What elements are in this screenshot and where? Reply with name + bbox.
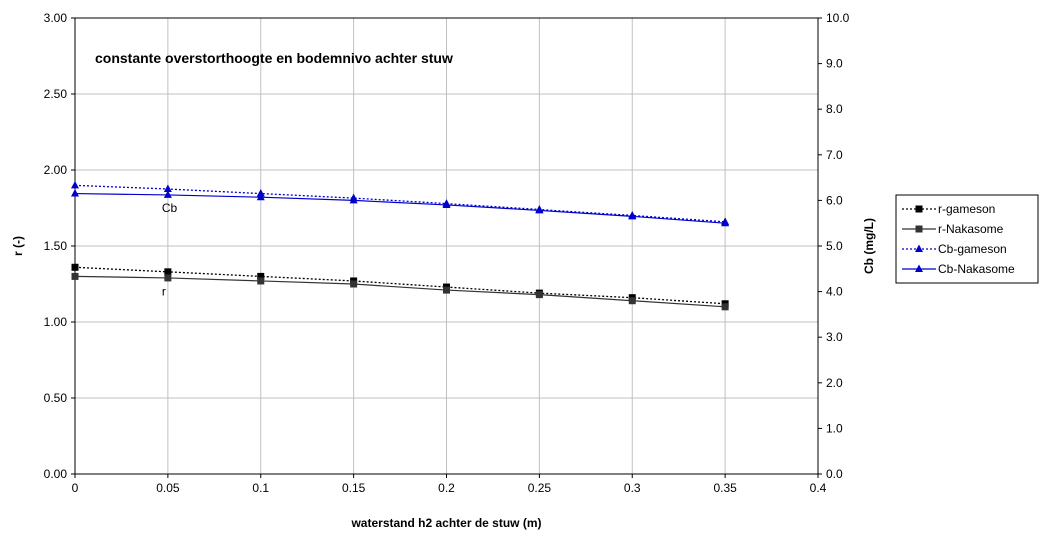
data-point-r-gameson (71, 263, 79, 271)
data-point-r-gameson (164, 268, 172, 276)
legend: r-gameson r-Nakasome Cb-gameson Cb-Nakasome (895, 194, 1039, 284)
y2-tick-label: 1.0 (826, 421, 843, 435)
legend-item-r-gameson: r-gameson (902, 202, 995, 216)
data-point-cb-nakasome (349, 195, 358, 204)
series-line-r-gameson (74, 266, 726, 305)
annotation-cb: Cb (162, 201, 178, 215)
series-line-cb-nakasome (74, 192, 726, 224)
data-point-r-nakasome (257, 277, 265, 285)
series-line-cb-gameson (74, 184, 726, 223)
data-point-cb-nakasome (628, 211, 637, 220)
x-tick-label: 0.2 (438, 481, 455, 495)
legend-item-r-nakasome: r-Nakasome (902, 222, 1004, 236)
data-point-cb-nakasome (163, 190, 172, 198)
data-point-r-nakasome (628, 297, 636, 305)
data-point-r-gameson (257, 272, 265, 280)
y2-tick-label: 7.0 (826, 148, 843, 162)
data-point-cb-nakasome (721, 218, 730, 227)
y-axis-title: r (-) (11, 236, 25, 256)
x-tick-label: 0.25 (528, 481, 552, 495)
annotations: Cb r (162, 201, 178, 299)
data-point-r-nakasome (535, 291, 543, 299)
y2-tick-label: 4.0 (826, 285, 843, 299)
y2-tick-label: 6.0 (826, 193, 843, 207)
data-point-cb-nakasome (535, 205, 544, 214)
x-tick-label: 0 (72, 481, 79, 495)
y2-tick-label: 5.0 (826, 239, 843, 253)
x-axis-title: waterstand h2 achter de stuw (m) (350, 516, 541, 530)
legend-label: Cb-gameson (938, 242, 1007, 256)
x-tick-label: 0.35 (713, 481, 737, 495)
series-line-r-nakasome (74, 275, 726, 308)
annotation-r: r (162, 285, 166, 299)
x-tick-label: 0.1 (252, 481, 269, 495)
series-cb-nakasome (71, 189, 730, 227)
y2-tick-label: 10.0 (826, 11, 850, 25)
data-point-cb-nakasome (256, 192, 265, 201)
legend-label: r-gameson (938, 202, 995, 216)
legend-marker (915, 205, 923, 213)
legend-item-cb-nakasome: Cb-Nakasome (902, 262, 1015, 276)
x-tick-label: 0.05 (156, 481, 180, 495)
y2-tick-label: 3.0 (826, 330, 843, 344)
data-point-cb-gameson (163, 184, 172, 192)
legend-label: r-Nakasome (938, 222, 1004, 236)
y-tick-label: 2.50 (44, 87, 68, 101)
legend-item-cb-gameson: Cb-gameson (902, 242, 1007, 256)
legend-marker (915, 225, 923, 233)
data-point-cb-nakasome (442, 200, 451, 208)
data-point-cb-nakasome (71, 189, 79, 197)
y-tick-label: 2.00 (44, 163, 68, 177)
y2-axis-title: Cb (mg/L) (862, 218, 876, 274)
y2-tick-label: 8.0 (826, 102, 843, 116)
y-tick-label: 3.00 (44, 11, 68, 25)
y-tick-label: 0.00 (44, 467, 68, 481)
series-layer (71, 180, 730, 311)
data-point-cb-gameson (71, 180, 79, 189)
legend-marker (915, 264, 923, 272)
y-tick-label: 1.50 (44, 239, 68, 253)
data-point-r-nakasome (443, 286, 450, 294)
y-axis-left: 0.00 0.50 1.00 1.50 2.00 2.50 3.00 (44, 11, 75, 481)
y2-tick-label: 2.0 (826, 376, 843, 390)
data-point-r-nakasome (71, 272, 79, 280)
x-tick-label: 0.15 (342, 481, 366, 495)
y2-tick-label: 0.0 (826, 467, 843, 481)
y2-tick-label: 9.0 (826, 57, 843, 71)
legend-marker (915, 244, 923, 252)
x-tick-label: 0.4 (810, 481, 827, 495)
chart-title: constante overstorthoogte en bodemnivo a… (95, 50, 453, 66)
data-point-r-nakasome (164, 274, 172, 282)
legend-label: Cb-Nakasome (938, 262, 1015, 276)
y-axis-right: 0.0 1.0 2.0 3.0 4.0 5.0 6.0 7.0 8.0 9.0 10.0 (818, 11, 850, 481)
data-point-r-nakasome (350, 280, 358, 288)
x-axis: 0 0.05 0.1 0.15 0.2 0.25 0.3 0.35 0.4 (72, 474, 827, 495)
y-tick-label: 0.50 (44, 391, 68, 405)
data-point-r-nakasome (721, 303, 729, 311)
y-tick-label: 1.00 (44, 315, 68, 329)
x-tick-label: 0.3 (624, 481, 641, 495)
series-r-nakasome (71, 272, 729, 311)
